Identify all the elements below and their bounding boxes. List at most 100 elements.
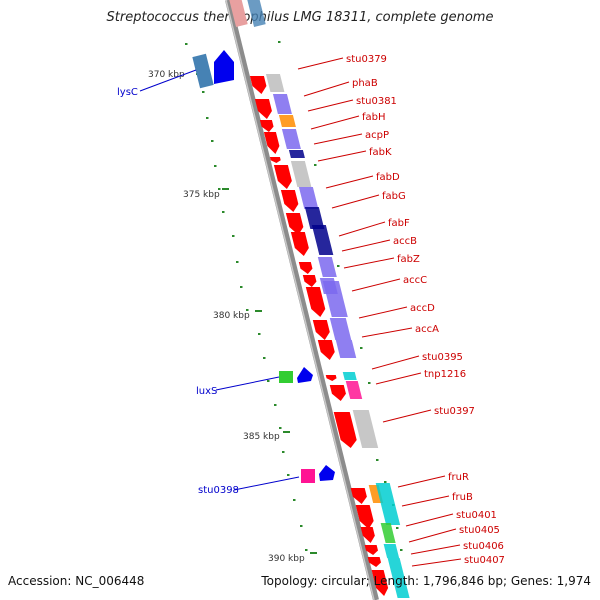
gene-label-fabG: fabG: [382, 191, 406, 202]
gene-leader-line: [382, 409, 432, 423]
gene-arrow-fabK[interactable]: [273, 165, 294, 189]
genome-backbone: [225, 0, 379, 600]
gene-arrow-accC[interactable]: [305, 287, 327, 317]
gene-cog-stu0395: [342, 372, 357, 380]
gene-label-accA: accA: [415, 324, 439, 335]
gene-cog-tnp1216: [345, 381, 363, 399]
kbp-tick-label: 370 kbp: [148, 70, 185, 80]
gene-arrow-fabF[interactable]: [290, 232, 311, 256]
gene-arrow-stu0381[interactable]: [259, 120, 275, 132]
gene-label-fabZ: fabZ: [397, 254, 420, 265]
gene-leader-line: [325, 175, 374, 189]
accession-text: Accession: NC_006448: [8, 574, 145, 588]
gene-leader-line: [411, 558, 462, 567]
gene-label-stu0395: stu0395: [422, 352, 463, 363]
gene-arrow-luxS[interactable]: [297, 367, 313, 383]
gene-arrow-accA[interactable]: [317, 340, 337, 360]
gene-arrow-fruB[interactable]: [355, 505, 376, 529]
kbp-tick-label: 390 kbp: [268, 554, 305, 564]
gene-arrow-stu0397[interactable]: [333, 412, 359, 448]
gene-cog-fabG: [304, 207, 325, 229]
gene-arrow-phaB[interactable]: [254, 99, 274, 119]
gene-label-fruR: fruR: [448, 472, 469, 483]
gene-cog-stu0406: [387, 558, 403, 570]
kbp-tick-label: 385 kbp: [243, 432, 280, 442]
gene-leader-line: [397, 475, 446, 488]
gene-label-acpP: acpP: [365, 130, 389, 141]
gene-cog-stu0401: [380, 523, 396, 543]
gene-label-stu0397: stu0397: [434, 406, 475, 417]
gene-arrow-tnp1216[interactable]: [329, 385, 348, 401]
gene-label-stu0398: stu0398: [198, 485, 239, 496]
gene-cog-stu0407: [390, 570, 410, 598]
gene-leader-line: [317, 150, 367, 162]
gene-leader-line: [410, 544, 461, 555]
gene-cog-partial: [246, 0, 266, 27]
gene-leader-line: [351, 278, 401, 292]
genome-backbone-highlight: [225, 0, 375, 600]
gene-cog-luxS: [279, 371, 293, 383]
gene-cog-accA: [335, 340, 357, 358]
gene-arrow-fruR[interactable]: [350, 488, 369, 504]
gene-leader-line: [297, 57, 344, 70]
gene-leader-line: [358, 306, 408, 319]
gene-cog-stu0398: [301, 469, 315, 483]
gene-leader-line: [338, 221, 386, 237]
gene-leader-line: [307, 99, 354, 112]
gene-arrow-accD[interactable]: [312, 320, 332, 340]
gene-leader-line: [371, 355, 420, 370]
gene-leader-line: [375, 372, 422, 385]
gene-label-tnp1216: tnp1216: [424, 369, 466, 380]
gene-arrow-stu0395[interactable]: [325, 375, 337, 381]
gene-leader-line: [313, 133, 363, 145]
gene-label-stu0401: stu0401: [456, 510, 497, 521]
gene-arrow-partial[interactable]: [228, 0, 248, 27]
gene-label-stu0379: stu0379: [346, 54, 387, 65]
gene-arrow-acpP[interactable]: [269, 157, 281, 163]
gene-cog-fruB: [375, 483, 401, 525]
gene-label-stu0406: stu0406: [463, 541, 504, 552]
gene-arrow-stu0405[interactable]: [364, 545, 379, 555]
gene-cog-stu0405: [383, 544, 400, 558]
topology-text: Topology: circular; Length: 1,796,846 bp…: [261, 574, 591, 588]
gene-leader-line: [401, 495, 450, 507]
gene-leader-line: [139, 69, 197, 92]
gene-arrow-accB[interactable]: [298, 262, 314, 274]
gene-arrow-stu0398[interactable]: [319, 465, 335, 481]
gene-label-fabD: fabD: [376, 172, 400, 183]
gene-cog-accD: [329, 318, 352, 340]
gene-arrow-lysC[interactable]: [214, 50, 234, 84]
kbp-tick-label: 380 kbp: [213, 311, 250, 321]
gene-leader-line: [215, 376, 280, 391]
gene-cog-fabH: [281, 129, 301, 149]
gene-cog-accB: [317, 257, 337, 277]
gene-label-lysC: lysC: [117, 87, 138, 98]
gene-arrow-stu0379[interactable]: [249, 76, 268, 94]
genome-title: Streptococcus thermophilus LMG 18311, co…: [106, 10, 494, 25]
gene-label-fruB: fruB: [452, 492, 473, 503]
gene-label-fabH: fabH: [362, 112, 386, 123]
gene-arrow-stu0406[interactable]: [367, 557, 382, 567]
gene-arrow-stu0407[interactable]: [371, 570, 390, 596]
gene-leader-line: [341, 239, 391, 252]
gene-leader-line: [343, 257, 395, 269]
gene-arrow-fabD[interactable]: [280, 190, 300, 212]
gene-arrow-fabZ[interactable]: [302, 275, 318, 287]
gene-arrow-stu0401[interactable]: [360, 527, 377, 543]
gene-cog-lysC: [192, 53, 214, 89]
gene-cog-stu0397: [352, 410, 379, 448]
gene-label-accD: accD: [410, 303, 435, 314]
gene-arrow-fabG[interactable]: [285, 213, 305, 235]
gene-leader-line: [310, 115, 360, 130]
gene-label-luxS: luxS: [196, 386, 217, 397]
gene-label-stu0381: stu0381: [356, 96, 397, 107]
gene-leader-line: [331, 194, 380, 209]
gene-cog-accC: [322, 281, 348, 317]
gene-leader-line: [405, 513, 454, 527]
gene-arrow-fabH[interactable]: [263, 132, 281, 154]
gene-label-accB: accB: [393, 236, 417, 247]
gene-leader-line: [233, 476, 300, 491]
gene-leader-line: [303, 81, 350, 97]
